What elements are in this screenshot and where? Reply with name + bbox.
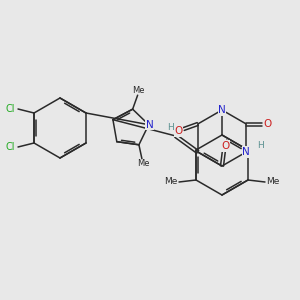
Text: Cl: Cl	[5, 142, 15, 152]
Text: O: O	[263, 119, 272, 129]
Text: Me: Me	[132, 86, 145, 95]
Text: O: O	[221, 141, 229, 151]
Text: Me: Me	[164, 178, 178, 187]
Text: N: N	[218, 105, 226, 115]
Text: Me: Me	[266, 178, 280, 187]
Text: N: N	[242, 147, 250, 157]
Text: O: O	[175, 126, 183, 136]
Text: H: H	[167, 122, 174, 131]
Text: H: H	[257, 142, 264, 151]
Text: Me: Me	[137, 159, 149, 168]
Text: Cl: Cl	[5, 104, 15, 114]
Text: N: N	[146, 120, 154, 130]
